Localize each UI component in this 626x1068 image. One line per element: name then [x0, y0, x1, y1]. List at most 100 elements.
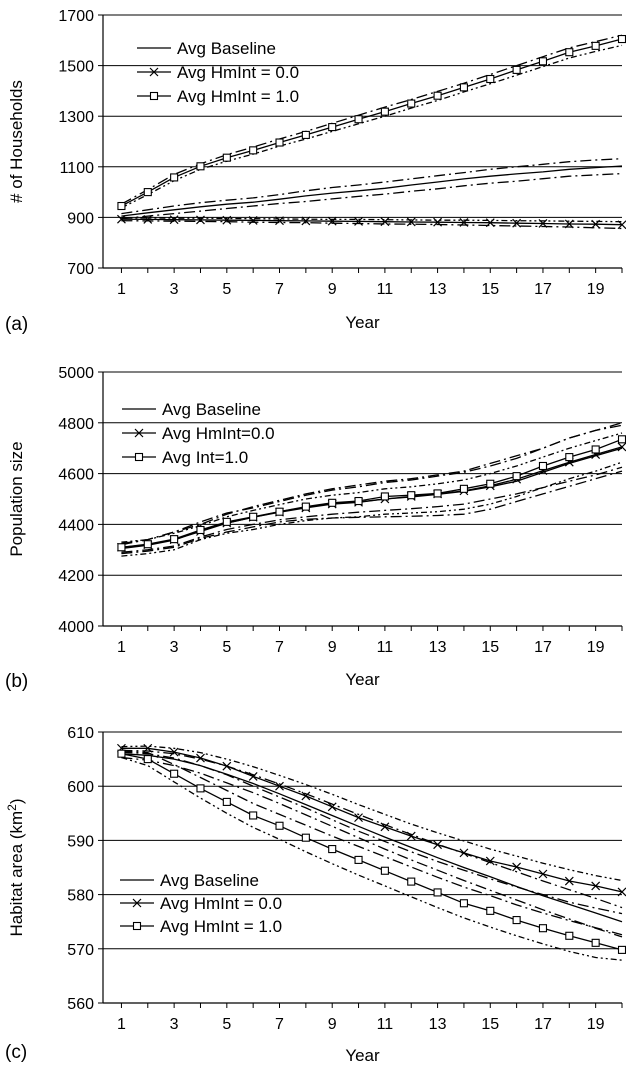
series-line	[121, 747, 623, 893]
data-point-x	[354, 813, 363, 823]
y-tick-label: 610	[67, 725, 94, 742]
data-point-x	[248, 772, 258, 781]
data-point-square	[486, 906, 495, 915]
data-point-x	[433, 217, 443, 227]
data-point-square	[591, 41, 600, 50]
y-tick-label: 5000	[58, 365, 94, 382]
legend-label: Avg HmInt = 0.0	[177, 63, 299, 82]
data-point-x	[169, 215, 179, 225]
series-bound-line	[121, 750, 623, 936]
series-1	[121, 158, 623, 220]
data-point-x	[196, 753, 205, 763]
y-tick-label: 580	[67, 888, 94, 905]
data-point-square	[143, 188, 152, 197]
data-point-x	[248, 216, 258, 225]
data-point-x	[169, 747, 179, 757]
y-axis-label: Habitat area (km2)	[5, 798, 26, 936]
data-point-square	[275, 507, 284, 516]
x-tick-label: 17	[534, 281, 552, 298]
data-point-x	[617, 887, 626, 897]
x-axis-label: Year	[345, 670, 380, 689]
y-axis-label: # of Households	[7, 80, 26, 203]
data-point-x	[459, 848, 469, 858]
series-bound-line	[121, 424, 623, 545]
legend-label: Avg Baseline	[160, 871, 259, 890]
series-bound-line	[121, 172, 623, 220]
data-point-square	[538, 924, 548, 933]
y-axis-label-text: Habitat area (km	[7, 811, 26, 937]
x-tick-label: 17	[534, 1016, 552, 1033]
data-point-x	[301, 216, 311, 226]
data-point-square	[380, 107, 389, 116]
legend: Avg Baseline Avg HmInt = 0.0 Avg HmInt = 1…	[137, 39, 299, 106]
data-point-x	[327, 216, 337, 226]
series-bound-line	[121, 756, 623, 961]
x-tick-label: 1	[117, 281, 126, 298]
series-bound-line	[121, 466, 623, 553]
data-point-square	[486, 479, 495, 488]
data-point-square	[538, 461, 548, 471]
data-point-x	[143, 743, 153, 753]
y-tick-label: 1300	[58, 109, 94, 126]
data-point-x	[406, 217, 416, 227]
data-point-square	[301, 130, 310, 139]
series-bound-line	[121, 745, 623, 882]
series-line	[121, 165, 623, 217]
series-bound-line	[121, 217, 623, 223]
series-bound-line	[121, 432, 623, 543]
data-point-square	[275, 138, 284, 147]
y-axis-label-close: )	[7, 798, 26, 804]
y-tick-label: 1500	[58, 59, 94, 76]
data-point-x	[485, 218, 495, 228]
legend: Avg Baseline Avg HmInt = 0.0 Avg HmInt = 1…	[120, 871, 282, 936]
series-bound-line	[121, 158, 623, 215]
x-tick-label: 11	[377, 1016, 394, 1033]
series-line	[121, 446, 623, 548]
x-tick-label: 19	[587, 639, 605, 656]
series-line	[121, 438, 623, 548]
panel-label: (a)	[5, 314, 28, 335]
data-point-square	[249, 512, 258, 521]
data-point-square	[591, 938, 600, 947]
x-tick-label: 15	[481, 1016, 499, 1033]
y-tick-label: 570	[67, 942, 94, 959]
legend-label: Avg Baseline	[162, 400, 261, 419]
data-point-x	[459, 218, 469, 227]
y-tick-label: 4600	[58, 467, 94, 484]
data-point-x	[433, 840, 443, 850]
series-bound-line	[121, 470, 623, 555]
x-tick-label: 1	[117, 1016, 126, 1033]
data-point-square	[328, 498, 337, 507]
data-point-x	[380, 822, 390, 832]
series-3	[117, 34, 626, 211]
legend-label: Avg HmInt=0.0	[162, 424, 275, 443]
legend-marker-square	[134, 452, 144, 462]
legend-label: Avg Int=1.0	[162, 448, 248, 467]
data-point-x	[538, 219, 548, 228]
legend-item: Avg HmInt=0.0	[122, 424, 275, 443]
data-point-x	[591, 219, 601, 229]
data-point-square	[328, 845, 337, 854]
legend-item: Avg Baseline	[137, 39, 276, 58]
x-tick-label: 19	[587, 1016, 605, 1033]
data-point-square	[486, 74, 495, 84]
legend: Avg Baseline Avg HmInt=0.0 Avg Int=1.0	[122, 400, 275, 467]
series-2	[117, 214, 626, 230]
data-point-x	[512, 862, 522, 872]
data-point-x	[117, 214, 126, 224]
panel-label: (b)	[5, 671, 28, 692]
series-bound-line	[121, 44, 623, 209]
legend-label: Avg HmInt = 1.0	[177, 87, 299, 106]
legend-item: Avg HmInt = 1.0	[137, 87, 299, 106]
data-point-x	[222, 215, 232, 225]
data-point-square	[433, 489, 442, 498]
x-tick-label: 7	[275, 281, 284, 298]
x-tick-label: 3	[170, 1016, 179, 1033]
data-point-square	[222, 517, 231, 526]
panel-label: (c)	[5, 1042, 27, 1063]
x-tick-label: 5	[222, 281, 231, 298]
data-point-x	[591, 881, 601, 891]
y-tick-label: 600	[67, 779, 94, 796]
data-point-square	[354, 496, 363, 506]
